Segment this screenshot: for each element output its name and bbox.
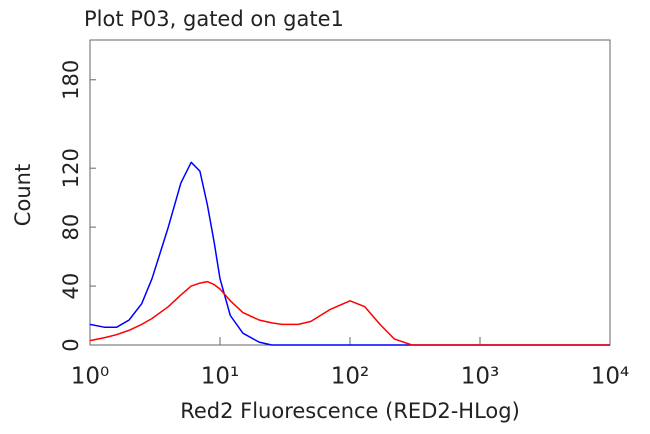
x-tick-label: 10³	[461, 364, 500, 390]
x-tick-label: 10⁴	[591, 364, 630, 390]
x-tick-label: 10¹	[201, 364, 240, 390]
y-tick-label: 0	[59, 338, 83, 351]
y-tick-label: 120	[59, 148, 83, 188]
x-axis-label: Red2 Fluorescence (RED2-HLog)	[180, 399, 520, 423]
y-tick-label: 40	[59, 273, 83, 300]
y-axis-label: Count	[11, 164, 35, 226]
series-line	[89, 280, 610, 346]
y-tick-label: 80	[59, 214, 83, 241]
y-tick-label: 180	[59, 60, 83, 100]
x-tick-label: 10²	[331, 364, 370, 390]
x-tick-label: 10⁰	[71, 364, 110, 390]
series-line	[89, 161, 610, 346]
chart-title: Plot P03, gated on gate1	[84, 7, 344, 31]
plot-frame	[89, 39, 611, 346]
